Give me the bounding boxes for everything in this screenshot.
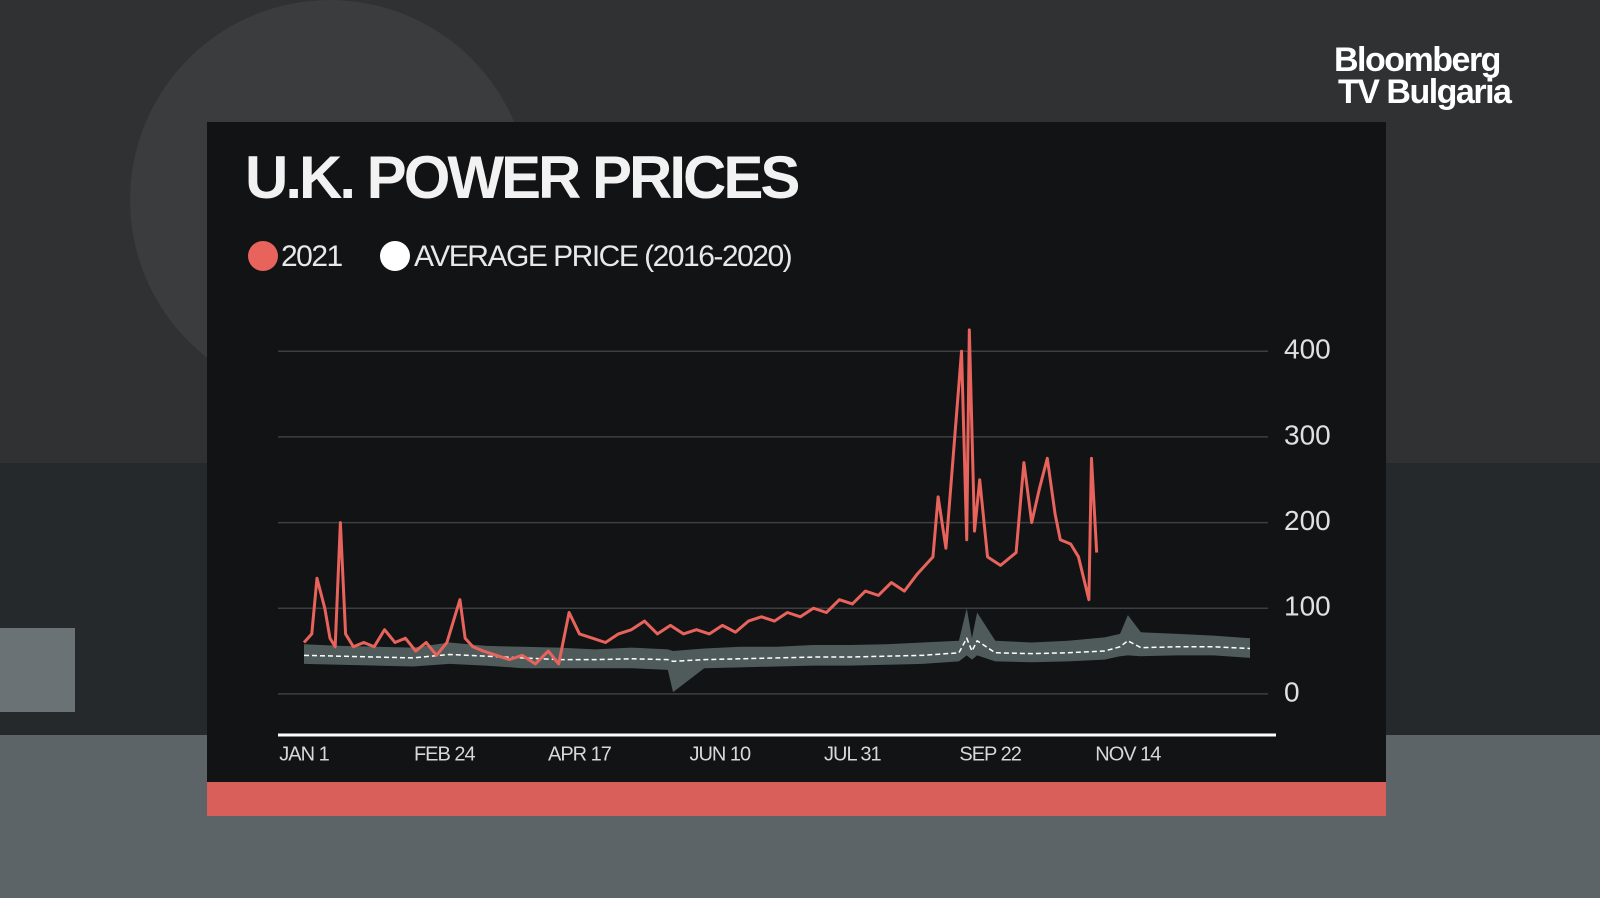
y-tick-label: 0 (1284, 676, 1300, 707)
range-band (303, 608, 1251, 693)
legend-label: AVERAGE PRICE (2016-2020) (414, 240, 792, 273)
legend-swatch (248, 241, 278, 271)
legend-label: 2021 (281, 240, 343, 273)
x-tick-label: JUN 10 (689, 743, 751, 765)
x-tick-label: FEB 24 (414, 743, 476, 765)
y-tick-label: 200 (1284, 505, 1331, 536)
logo-line: Bloomberg (1334, 41, 1500, 79)
y-tick-label: 300 (1284, 419, 1331, 450)
y-tick-label: 400 (1284, 334, 1331, 365)
x-tick-label: JUL 31 (824, 743, 882, 765)
chart-title: U.K. POWER PRICES (245, 144, 798, 211)
x-tick-label: SEP 22 (959, 743, 1021, 765)
x-tick-label: NOV 14 (1095, 743, 1161, 765)
x-tick-label: APR 17 (548, 743, 612, 765)
chart-panel (207, 122, 1386, 782)
logo-line: TV Bulgaria (1338, 73, 1513, 111)
y-tick-label: 100 (1284, 591, 1331, 622)
x-tick-label: JAN 1 (279, 743, 329, 765)
panel-stripe (207, 782, 1386, 816)
legend-swatch (380, 241, 410, 271)
background-window (0, 628, 75, 712)
series-line (302, 328, 1099, 666)
